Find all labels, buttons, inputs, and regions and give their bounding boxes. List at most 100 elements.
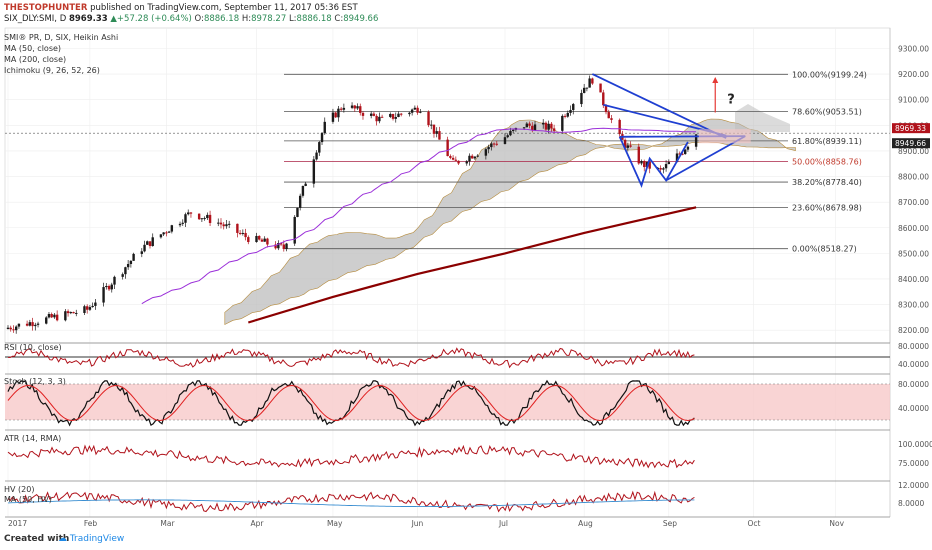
candle-body [356,106,359,109]
candle-body [662,168,665,170]
high-value: 8978.27 [251,14,287,24]
candle-body [438,131,441,140]
candle-body [397,113,400,117]
candle-body [435,131,438,134]
candle-body [151,237,154,247]
legend-hv-ma[interactable]: MA (50, HV) [4,495,52,504]
candle-body [88,307,92,310]
legend-series[interactable]: SMI® PR, D, SIX, Heikin Ashi [4,33,119,42]
candle-body [626,145,630,148]
candle-body [623,139,627,148]
candle-body [159,234,163,238]
author-name[interactable]: THESTOPHUNTER [4,3,88,13]
candle-body [69,312,73,314]
candle-body [9,327,12,330]
candle-body [258,235,261,240]
candle-body [563,115,567,117]
candle-body [206,214,209,219]
candle-body [675,153,679,163]
candle-body [91,305,94,308]
candle-body [301,185,305,196]
fib-level-label: 78.60%(9053.51) [792,108,862,117]
candle-body [64,311,67,321]
question-annotation: ? [727,93,735,108]
ma200-line [247,206,697,324]
legend-ma200[interactable]: MA (200, close) [4,55,67,64]
candle-body [225,224,228,227]
price-tick-label: 8900.00 [898,147,929,156]
candle-body [282,244,285,249]
pane-tick-label: 40.0000 [898,404,929,413]
candle-body [25,323,29,326]
candle-body [293,216,296,244]
candle-body [640,161,643,164]
candle-body [566,112,569,117]
candle-body [604,105,608,113]
candle-body [102,287,105,303]
triangle-pattern-drawing[interactable]: ? [592,73,751,189]
legend-atr[interactable]: ATR (14, RMA) [4,434,62,443]
candle-body [203,218,206,220]
legend-rsi[interactable]: RSI (10, close) [4,343,62,352]
fibonacci-retracement[interactable]: 100.00%(9199.24) 78.60%(9053.51) 61.80%(89… [5,70,890,254]
fib-level-label: 23.60%(8678.98) [792,204,862,213]
candle-body [31,322,34,327]
candle-body [659,167,662,170]
price-axis[interactable]: 8200.00 8300.00 8400.00 8500.00 8600.00 8700.… [889,28,930,517]
month-tick-label: Apr [250,519,264,528]
candle-body [380,116,384,118]
candle-body [331,112,335,122]
candle-body [457,160,460,164]
header-line-2: SIX_DLY:SMI, D 8969.33 ▲+57.28 (+0.64%) … [4,14,378,24]
price-tag-box [892,138,930,149]
time-axis[interactable]: 2017 Feb Mar Apr May Jun Jul Aug Sep Oct Nov [5,516,890,528]
candle-body [50,314,53,318]
candle-body [525,123,529,128]
candle-body [416,107,419,113]
candle-body [129,260,133,265]
candle-body [610,118,613,120]
legend-ichimoku[interactable]: Ichimoku (9, 26, 52, 26) [4,66,100,75]
candle-body [277,243,280,249]
hv-ma-line [7,499,695,508]
tradingview-logo[interactable]: ☁ TradingView [58,534,124,544]
candle-body [167,231,171,233]
candle-body [53,314,56,318]
candle-body [602,92,605,106]
legend-stoch[interactable]: Stoch (12, 3, 3) [4,377,66,386]
symbol-label[interactable]: SIX_DLY:SMI, D [4,14,67,24]
candle-body [285,243,288,249]
header-line-1: THESTOPHUNTER published on TradingView.c… [4,3,358,13]
candle-body [394,116,397,119]
candle-body [263,238,266,242]
candle-body [146,241,149,245]
month-tick-label: Jul [498,519,508,528]
candle-body [446,139,449,157]
candle-body [391,113,395,119]
fib-level-label: 50.00%(8858.76) [792,157,862,166]
tradingview-brand: TradingView [69,534,125,544]
candle-body [121,274,124,277]
fib-level-label: 61.80%(8939.11) [792,137,862,146]
candle-body [495,143,498,145]
candle-body [274,244,277,249]
low-label: L: [288,14,297,24]
candle-body [140,251,144,254]
candle-body [184,214,187,223]
legend-hv[interactable]: HV (20) [4,485,35,494]
high-label: H: [241,14,252,24]
candle-body [85,306,89,310]
candle-body [476,155,479,157]
candle-body [45,317,48,324]
candle-body [487,147,490,150]
candle-body [244,232,247,238]
candle-body [298,195,302,208]
candle-body [664,164,668,169]
legend-ma50[interactable]: MA (50, close) [4,44,62,53]
month-tick-label: 2017 [8,519,27,528]
candle-body [531,125,534,131]
candle-body [678,153,681,155]
candle-body [607,112,610,119]
candle-body [47,314,51,318]
